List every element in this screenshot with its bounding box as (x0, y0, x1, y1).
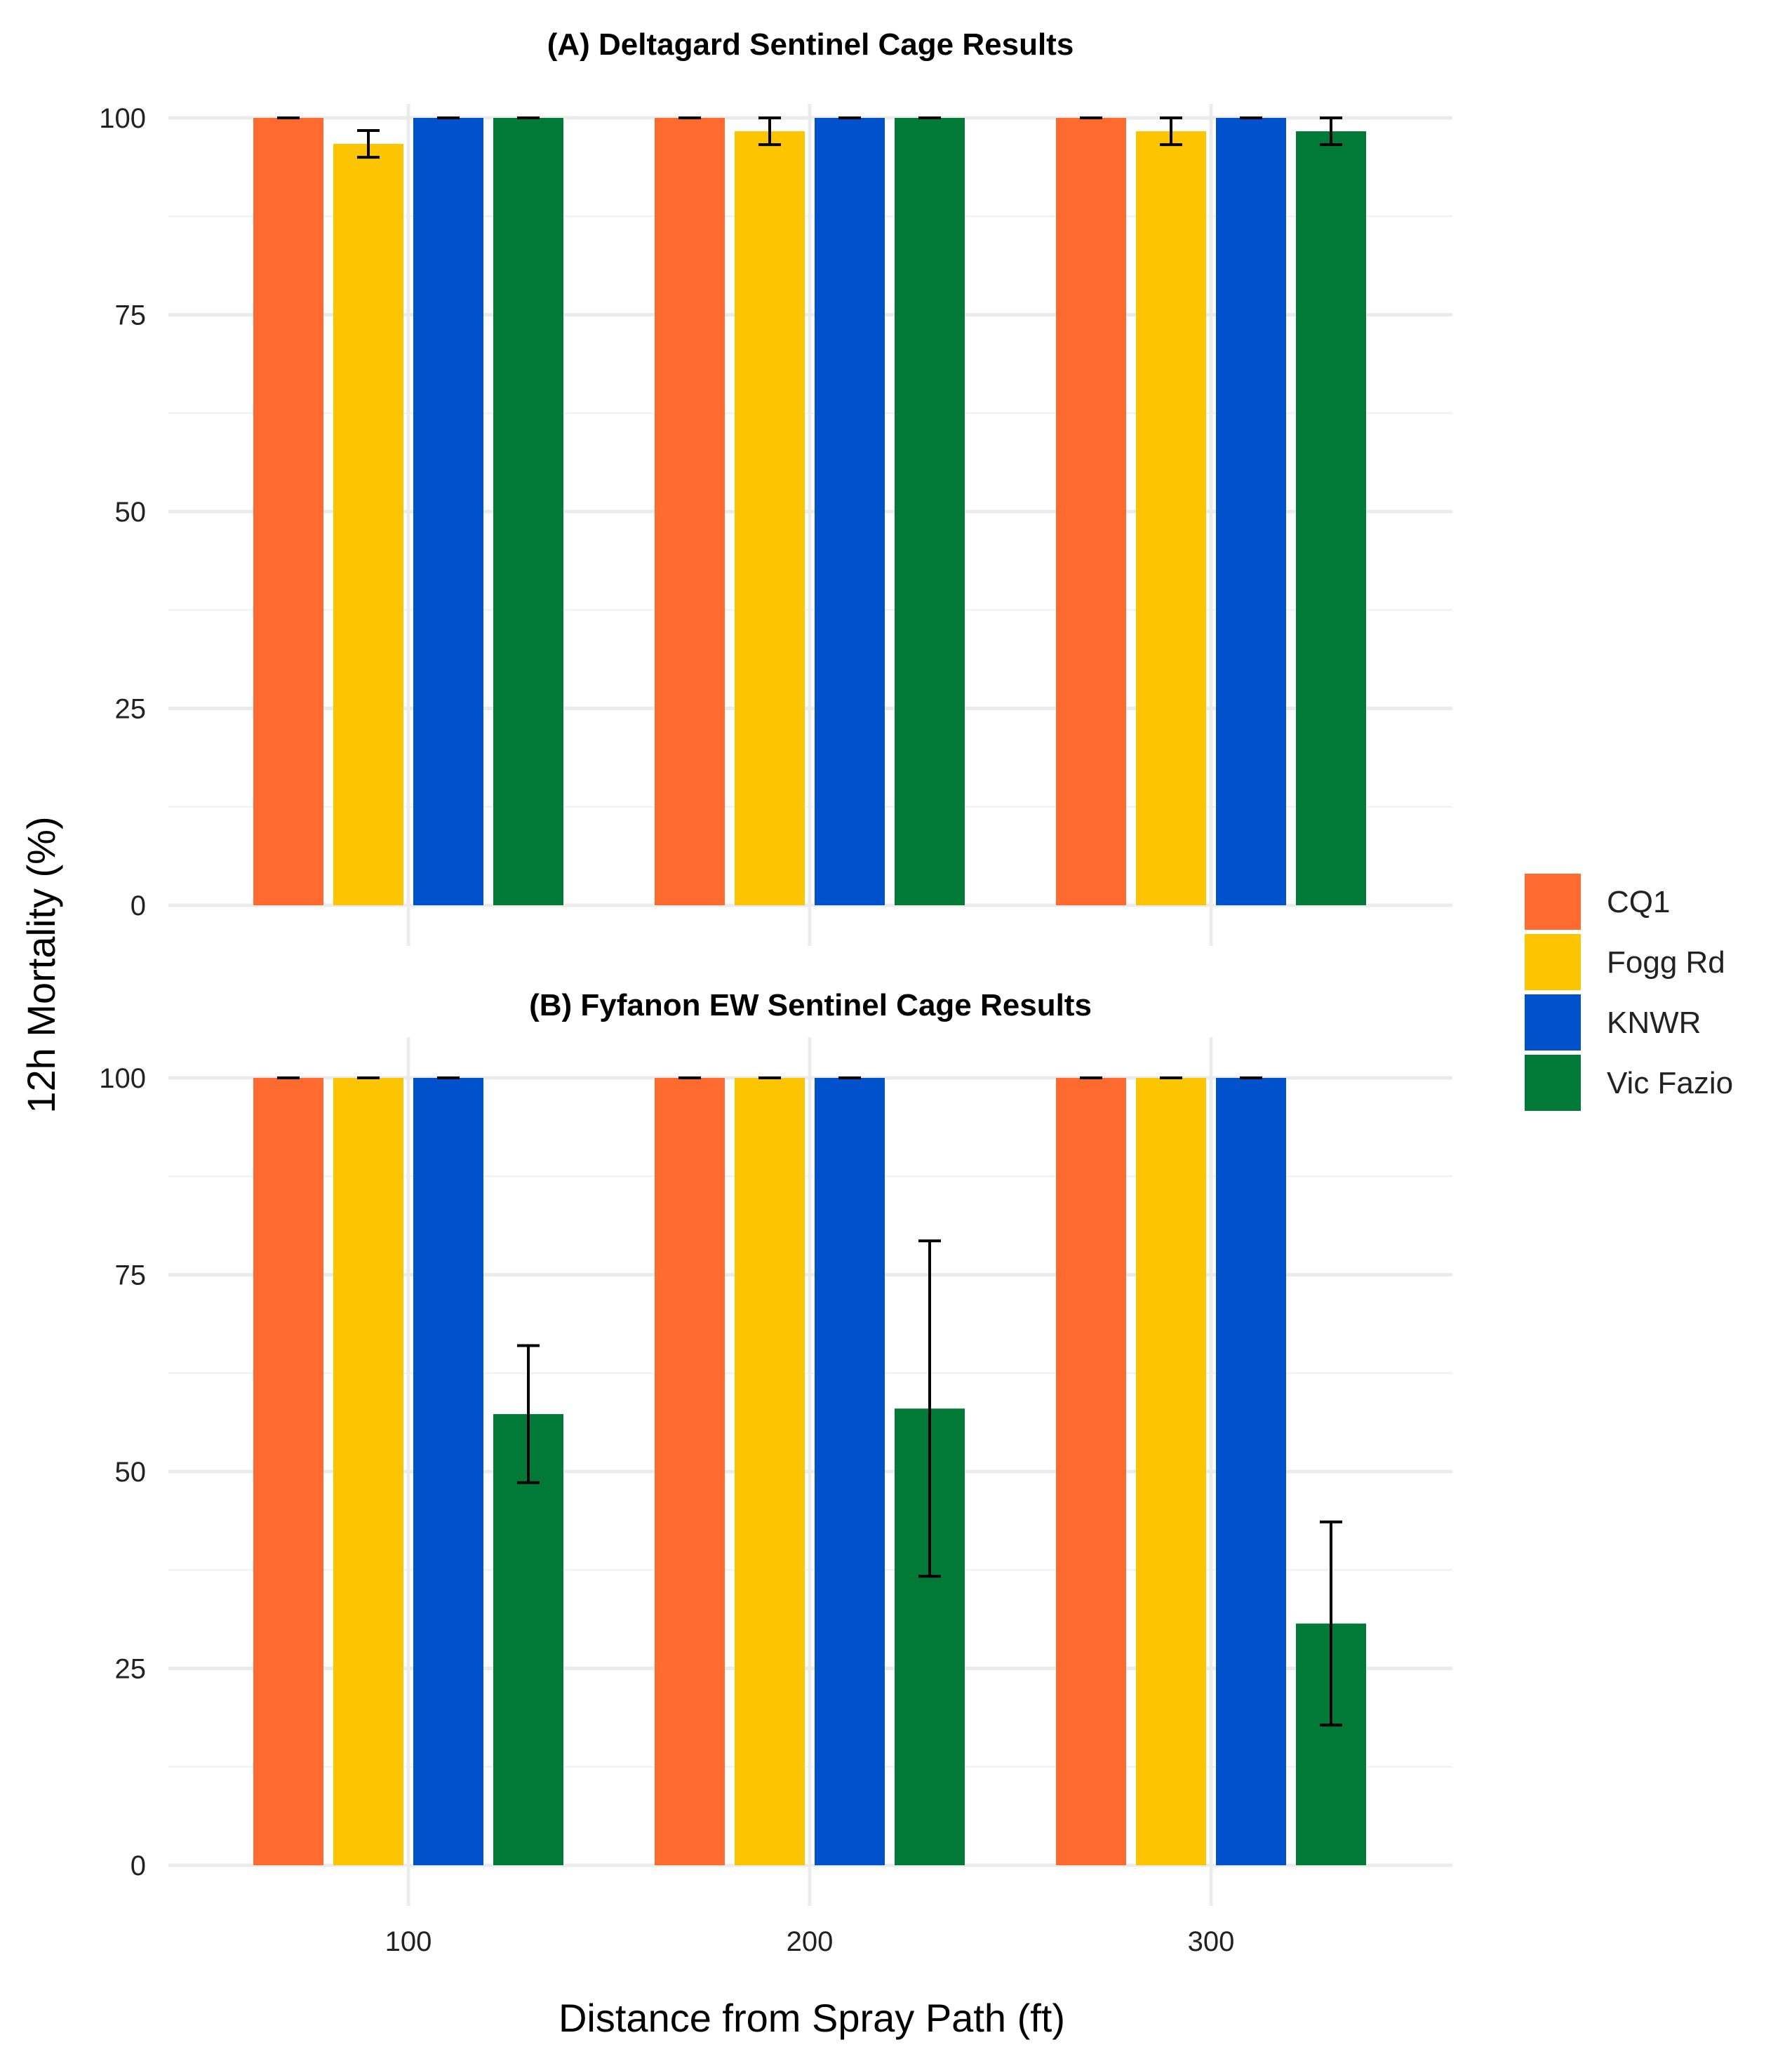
x-tick-200: 200 (787, 1926, 834, 1957)
panel-a-y-tick-75: 75 (115, 300, 147, 331)
panel-b-y-tick-labels: 0 25 50 75 100 (99, 1063, 146, 1881)
panel-a-bar-cq1-200 (655, 118, 725, 905)
x-tick-labels: 100 200 300 (385, 1926, 1235, 1957)
legend-item-vic-fazio: Vic Fazio (1525, 1055, 1733, 1111)
panel-a-title: (A) Deltagard Sentinel Cage Results (547, 27, 1074, 62)
panel-a-y-tick-0: 0 (131, 891, 146, 921)
panel-b-bar-cq1-200 (655, 1078, 725, 1865)
panel-b-y-tick-75: 75 (115, 1260, 147, 1291)
panel-b-bar-knwr-100 (413, 1078, 483, 1865)
panel-b-y-tick-100: 100 (99, 1063, 146, 1094)
panel-b-bar-vic-fazio-100 (493, 1414, 563, 1865)
panel-b-errorbar-vic-fazio-200 (918, 1239, 941, 1578)
panel-b-bars (253, 1078, 1366, 1865)
panel-b-bar-knwr-200 (815, 1078, 885, 1865)
panel-b-bar-fogg-rd-100 (333, 1078, 403, 1865)
y-axis-title: 12h Mortality (%) (19, 816, 63, 1113)
panel-b-title: (B) Fyfanon EW Sentinel Cage Results (529, 988, 1092, 1022)
legend-swatch-fogg-rd (1525, 934, 1581, 990)
legend-label-knwr: KNWR (1607, 1006, 1701, 1040)
panel-b-y-tick-0: 0 (131, 1851, 146, 1881)
panel-a-errorbar-vic-fazio-300 (1320, 116, 1342, 147)
legend-label-cq1: CQ1 (1607, 885, 1670, 919)
x-axis-title: Distance from Spray Path (ft) (559, 1996, 1065, 2040)
x-tick-100: 100 (385, 1926, 432, 1957)
legend-label-vic-fazio: Vic Fazio (1607, 1066, 1733, 1100)
legend: CQ1 Fogg Rd KNWR Vic Fazio (1525, 874, 1733, 1111)
panel-a-bar-vic-fazio-200 (895, 118, 965, 905)
legend-item-cq1: CQ1 (1525, 874, 1670, 930)
legend-label-fogg-rd: Fogg Rd (1607, 945, 1725, 980)
panel-a-bar-knwr-200 (815, 118, 885, 905)
panel-a-bar-knwr-100 (413, 118, 483, 905)
legend-swatch-vic-fazio (1525, 1055, 1581, 1111)
panel-b-error-bars (277, 1076, 1342, 1727)
legend-swatch-knwr (1525, 994, 1581, 1051)
panel-a-bar-fogg-rd-200 (735, 131, 805, 906)
panel-a-errorbar-fogg-rd-200 (758, 116, 781, 147)
panel-b-bar-fogg-rd-300 (1136, 1078, 1206, 1865)
legend-item-knwr: KNWR (1525, 994, 1701, 1051)
legend-item-fogg-rd: Fogg Rd (1525, 934, 1725, 990)
panel-a-y-tick-25: 25 (115, 694, 147, 725)
panel-a: (A) Deltagard Sentinel Cage Results 0 25 5… (99, 27, 1452, 946)
panel-a-bar-fogg-rd-100 (333, 144, 403, 905)
panel-b-errorbar-vic-fazio-100 (517, 1344, 540, 1484)
panel-a-bars (253, 118, 1366, 906)
panel-a-error-bars (277, 116, 1342, 159)
legend-swatch-cq1 (1525, 874, 1581, 930)
panel-a-bar-vic-fazio-100 (493, 118, 563, 905)
panel-b-bar-knwr-300 (1216, 1078, 1286, 1865)
panel-a-bar-knwr-300 (1216, 118, 1286, 905)
panel-a-y-tick-labels: 0 25 50 75 100 (99, 103, 146, 921)
panel-b-y-tick-50: 50 (115, 1457, 147, 1488)
panel-a-bar-vic-fazio-300 (1296, 131, 1366, 906)
panel-b-bar-cq1-300 (1056, 1078, 1126, 1865)
panel-b-bar-cq1-100 (253, 1078, 323, 1865)
panel-a-bar-cq1-300 (1056, 118, 1126, 905)
panel-b-bar-fogg-rd-200 (735, 1078, 805, 1865)
x-tick-300: 300 (1188, 1926, 1235, 1957)
panel-a-y-tick-100: 100 (99, 103, 146, 134)
panel-a-errorbar-fogg-rd-100 (357, 128, 380, 159)
panel-a-y-tick-50: 50 (115, 497, 147, 528)
panel-b-y-tick-25: 25 (115, 1654, 147, 1685)
panel-b: (B) Fyfanon EW Sentinel Cage Results 0 25… (99, 988, 1452, 1906)
panel-b-errorbar-vic-fazio-300 (1320, 1520, 1342, 1727)
panel-a-errorbar-fogg-rd-300 (1160, 116, 1182, 147)
panel-a-bar-fogg-rd-300 (1136, 131, 1206, 906)
panel-a-bar-cq1-100 (253, 118, 323, 905)
